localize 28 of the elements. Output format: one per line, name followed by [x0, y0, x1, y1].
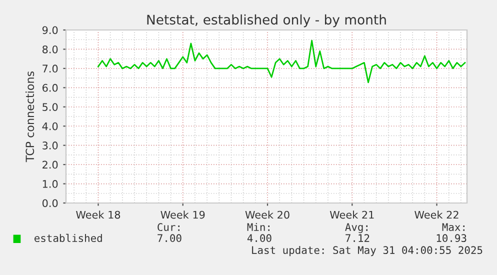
text: Cur:: [158, 223, 180, 232]
y-tick-label: 4.0: [42, 122, 58, 130]
y-tick-label: 9.0: [42, 26, 58, 34]
line-series: [98, 40, 466, 84]
text: Min:: [247, 222, 270, 231]
x-tick-label: Week 21: [330, 210, 374, 219]
x-tick-label: Week 20: [245, 210, 290, 219]
text: Max:: [442, 223, 464, 232]
y-tick-label: 7.0: [42, 64, 58, 73]
x-tick-label: Week 18: [76, 210, 120, 219]
y-tick-label: 2.0: [42, 160, 58, 169]
chart-title: Netstat, established only - by month: [147, 14, 386, 28]
y-tick-label: 1.0: [42, 180, 58, 188]
text: Last update: Sat May 31 04:00:55 2025: [252, 246, 482, 256]
text: 7.12: [346, 234, 370, 242]
y-tick-label: 6.0: [42, 84, 58, 92]
text: Avg:: [345, 223, 368, 234]
legend-label: established: [34, 234, 102, 242]
x-tick-label: Week 22: [414, 210, 458, 219]
text: 7.00: [158, 234, 182, 242]
y-tick-label: 8.0: [42, 45, 58, 54]
text: 10.93: [436, 234, 466, 242]
y-tick-label: 3.0: [42, 142, 58, 150]
x-tick-label: Week 19: [160, 210, 205, 219]
y-tick-label: 0.0: [42, 199, 58, 208]
y-tick-label: 5.0: [42, 103, 58, 111]
y-axis-title: TCP connections: [25, 71, 34, 162]
text: 4.00: [247, 234, 272, 242]
